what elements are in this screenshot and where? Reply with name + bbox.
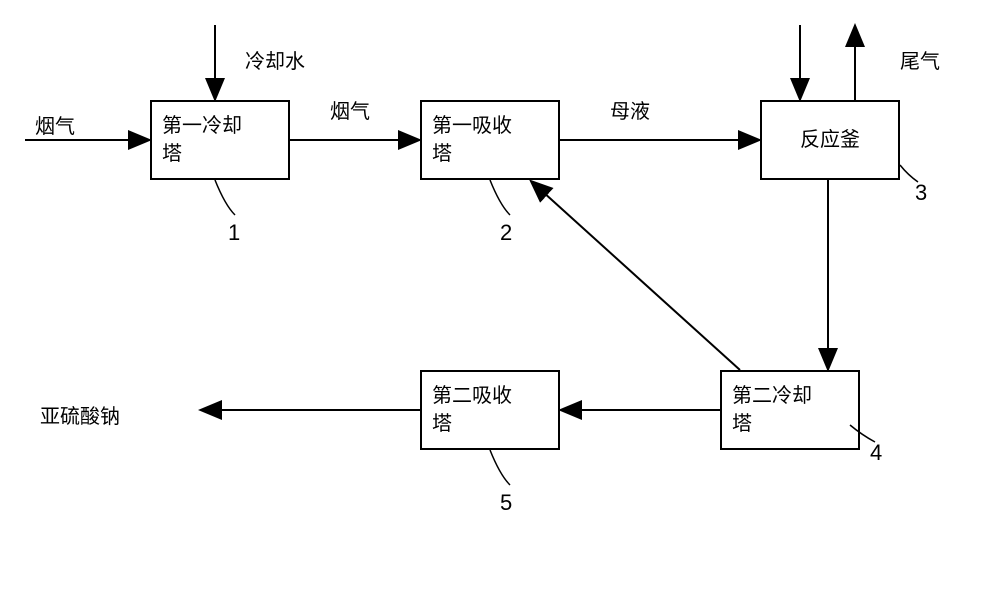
leader-line <box>490 450 510 485</box>
node-cooling-tower-2: 第二冷却塔 <box>720 370 860 450</box>
node-number-1: 1 <box>228 220 240 246</box>
leader-line <box>490 180 510 215</box>
node-label: 反应釜 <box>800 126 860 154</box>
node-number-5: 5 <box>500 490 512 516</box>
node-number-2: 2 <box>500 220 512 246</box>
label-tail-gas: 尾气 <box>900 45 940 74</box>
node-number-4: 4 <box>870 440 882 466</box>
label-cooling-water: 冷却水 <box>245 45 305 74</box>
node-number-3: 3 <box>915 180 927 206</box>
node-label: 第一冷却塔 <box>162 112 242 168</box>
node-label: 第一吸收塔 <box>432 112 512 168</box>
node-label: 第二吸收塔 <box>432 382 512 438</box>
node-absorption-tower-1: 第一吸收塔 <box>420 100 560 180</box>
node-reactor: 反应釜 <box>760 100 900 180</box>
node-cooling-tower-1: 第一冷却塔 <box>150 100 290 180</box>
node-absorption-tower-2: 第二吸收塔 <box>420 370 560 450</box>
leader-line <box>215 180 235 215</box>
label-flue-gas-mid: 烟气 <box>330 95 370 124</box>
edge-arrow <box>532 182 740 370</box>
node-label: 第二冷却塔 <box>732 382 812 438</box>
label-mother-liquor: 母液 <box>610 95 650 124</box>
label-flue-gas-in: 烟气 <box>35 110 75 139</box>
label-sodium-sulfite: 亚硫酸钠 <box>40 400 120 429</box>
